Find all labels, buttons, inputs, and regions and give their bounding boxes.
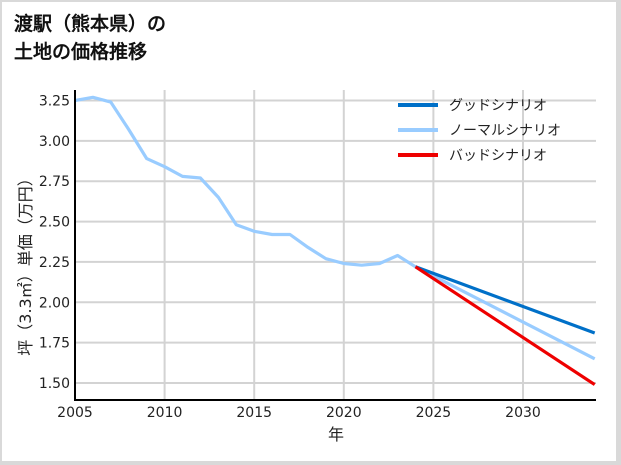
x-tick-label: 2005 (57, 405, 93, 421)
legend-label: グッドシナリオ (449, 98, 547, 114)
series-line-normal (75, 95, 596, 361)
axes (74, 90, 596, 401)
y-tick-label: 1.75 (39, 336, 70, 352)
y-tick-label: 2.25 (39, 255, 70, 271)
chart-title-line-1: 渡駅（熊本県）の (14, 13, 167, 35)
chart-title-line-2: 土地の価格推移 (14, 41, 148, 63)
x-tick-label: 2015 (236, 405, 272, 421)
x-axis-label: 年 (328, 425, 344, 444)
chart-frame: 渡駅（熊本県）の 土地の価格推移 (2, 2, 616, 461)
legend-item-bad: バッドシナリオ (398, 148, 547, 164)
x-tick-label: 2030 (505, 405, 541, 421)
y-tick-label: 3.25 (39, 94, 70, 110)
y-tick-label: 2.50 (39, 215, 70, 231)
y-axis-label: 坪（3.3㎡）単価（万円） (16, 170, 35, 355)
tick-labels: 1.50 1.75 2.00 2.25 2.50 2.75 3.00 3.25 2005 2010… (39, 94, 541, 422)
y-tick-label: 1.50 (39, 376, 70, 392)
legend-swatch (398, 153, 438, 157)
x-tick-label: 2020 (326, 405, 362, 421)
y-tick-label: 2.75 (39, 174, 70, 190)
legend-swatch (398, 128, 438, 132)
x-tick-label: 2025 (416, 405, 452, 421)
legend-item-normal: ノーマルシナリオ (398, 123, 561, 139)
legend-swatch (398, 103, 438, 107)
series-line-bad (414, 265, 596, 386)
series-line-good (414, 265, 596, 335)
legend-item-good: グッドシナリオ (398, 98, 547, 114)
legend-label: バッドシナリオ (449, 148, 547, 164)
data-series (75, 95, 596, 386)
y-tick-label: 2.00 (39, 295, 70, 311)
chart-title: 渡駅（熊本県）の 土地の価格推移 (14, 10, 166, 66)
legend-label: ノーマルシナリオ (449, 123, 561, 139)
x-tick-label: 2010 (147, 405, 183, 421)
y-tick-label: 3.00 (39, 134, 70, 150)
